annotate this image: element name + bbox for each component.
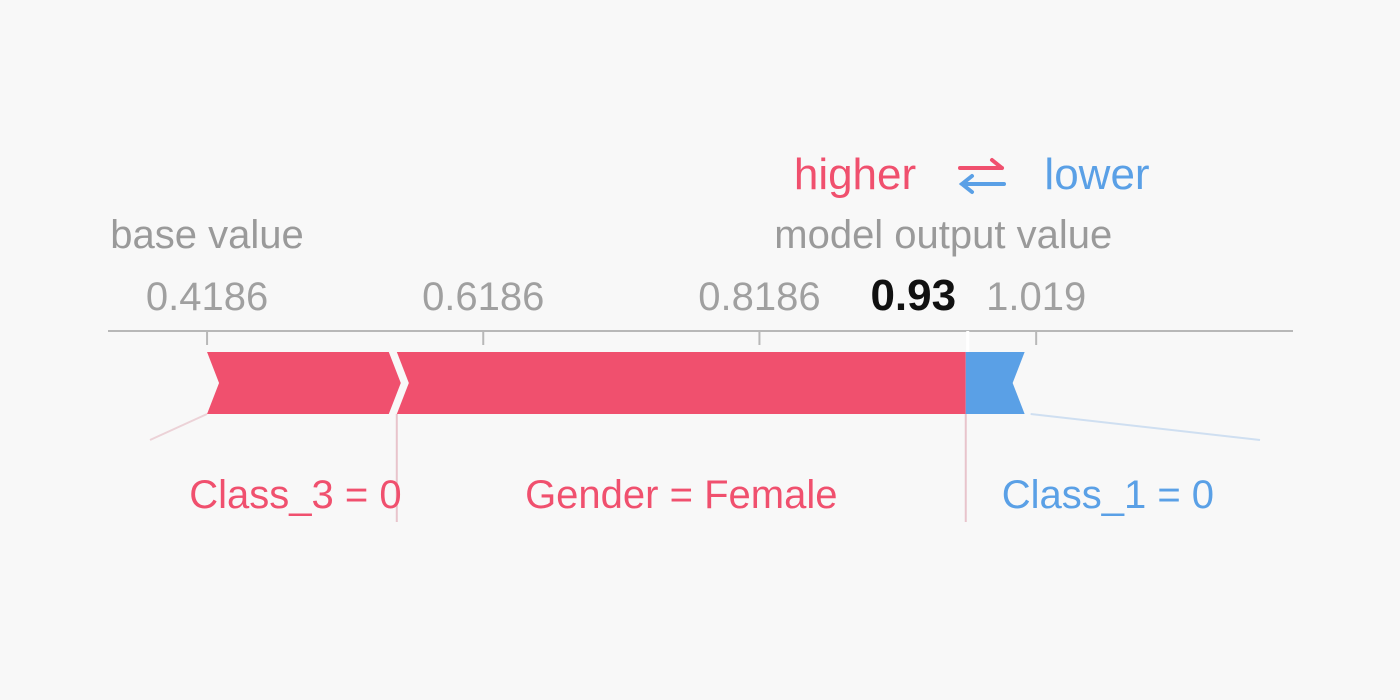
tick-label: 1.019 xyxy=(986,275,1086,319)
feature-label: Class_1 = 0 xyxy=(1002,473,1214,517)
output-value-label: model output value xyxy=(774,213,1112,257)
label-connector xyxy=(1030,413,1261,441)
tick-label: 0.6186 xyxy=(422,275,544,319)
output-value: 0.93 xyxy=(870,271,956,320)
legend-lower-label: lower xyxy=(1044,150,1149,199)
swap-arrows-icon xyxy=(958,158,1006,194)
force-bar xyxy=(965,352,1031,414)
force-bar xyxy=(396,352,966,414)
tick-label: 0.4186 xyxy=(146,275,268,319)
chevron-separator xyxy=(1012,352,1033,414)
legend-higher-label: higher xyxy=(794,150,916,199)
force-bar xyxy=(207,352,409,414)
chevron-separator xyxy=(1032,352,1053,414)
chevron-separator xyxy=(388,352,409,414)
feature-label: Class_3 = 0 xyxy=(189,473,401,517)
tick-label: 0.8186 xyxy=(698,275,820,319)
base-value-label: base value xyxy=(110,213,303,257)
feature-label: Gender = Female xyxy=(525,473,837,517)
label-connector xyxy=(149,413,208,441)
